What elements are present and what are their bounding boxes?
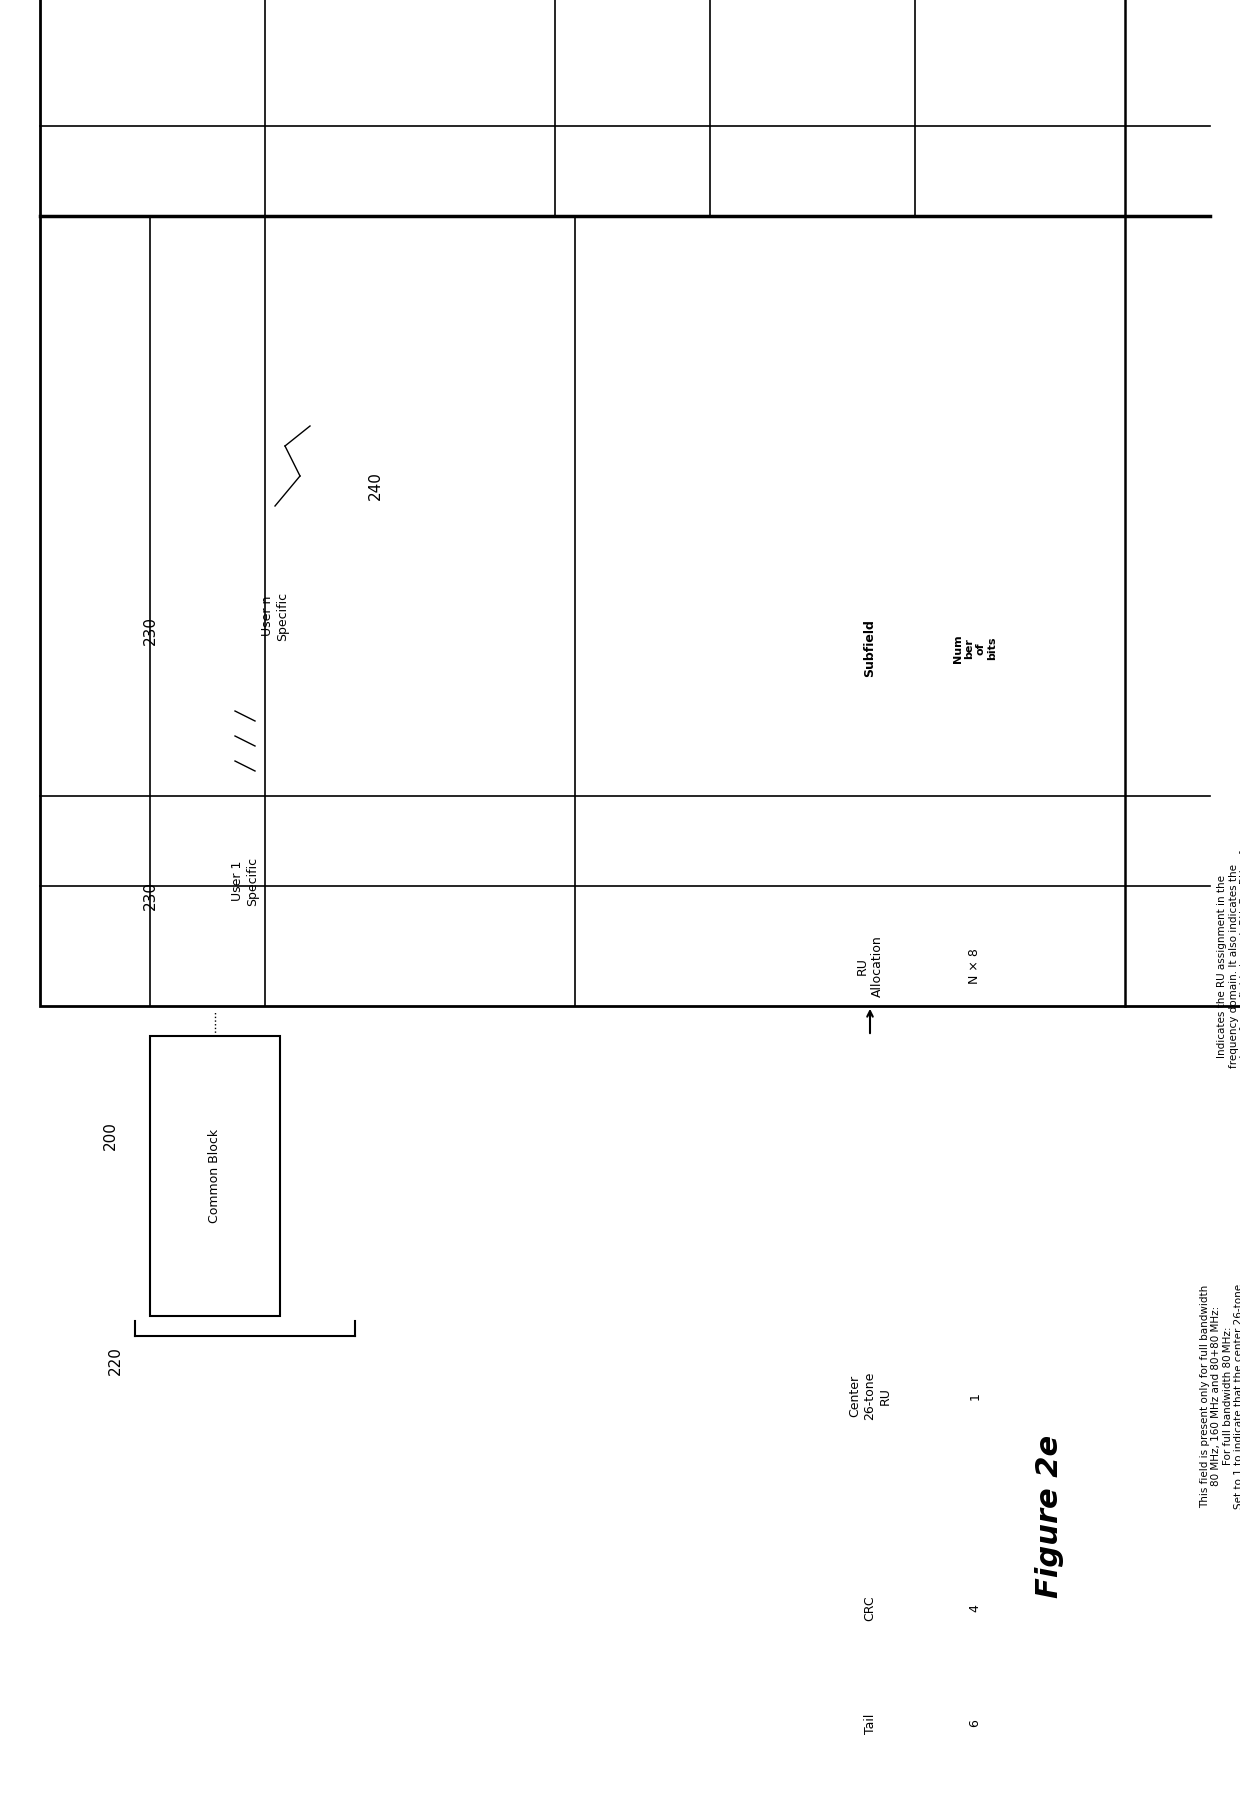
Text: Num
ber
of
bits: Num ber of bits	[952, 634, 997, 663]
Bar	[150, 1035, 280, 1317]
Text: Indicates the RU assignment in the
frequency domain. It also indicates the
numbe: Indicates the RU assignment in the frequ…	[1216, 848, 1240, 1084]
Text: 230: 230	[143, 616, 157, 645]
Text: 6: 6	[968, 1720, 982, 1727]
Text: Center
26-tone
RU: Center 26-tone RU	[848, 1371, 892, 1420]
Text: 220: 220	[108, 1346, 123, 1375]
Bar	[210, 507, 340, 726]
Text: CRC: CRC	[863, 1596, 877, 1622]
Text: Common Block: Common Block	[208, 1130, 222, 1222]
Bar	[40, 0, 1240, 1006]
Text: 240: 240	[367, 472, 382, 501]
Text: 4: 4	[968, 1605, 982, 1613]
Text: 200: 200	[103, 1122, 118, 1151]
Text: This field is present only for full bandwidth
80 MHz, 160 MHz and 80+80 MHz:
For: This field is present only for full band…	[1199, 1284, 1240, 1509]
Text: 230: 230	[143, 881, 157, 910]
Text: Subfield: Subfield	[863, 619, 877, 677]
Text: User 1
Specific: User 1 Specific	[231, 857, 259, 906]
Text: Figure 2e: Figure 2e	[1035, 1435, 1064, 1598]
Text: RU
Allocation: RU Allocation	[856, 935, 884, 997]
Text: 1: 1	[968, 1393, 982, 1400]
Text: User n
Specific: User n Specific	[260, 592, 289, 641]
Bar	[180, 755, 310, 1006]
Text: Tail: Tail	[863, 1712, 877, 1734]
Text: N × 8: N × 8	[968, 948, 982, 984]
